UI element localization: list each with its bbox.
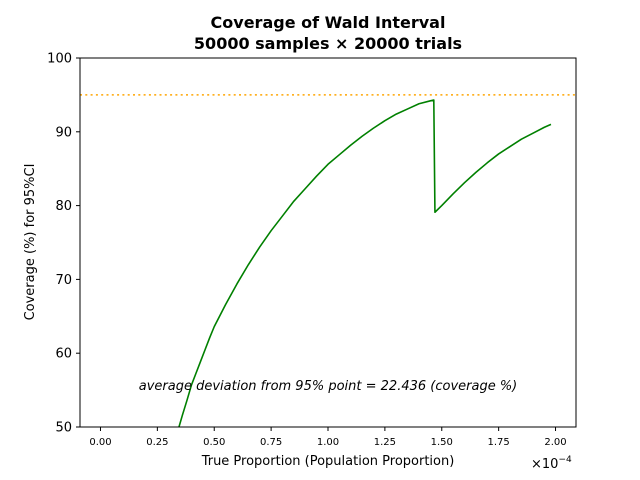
- x-tick-label: 1.00: [317, 437, 339, 448]
- x-tick-label: 0.75: [260, 437, 282, 448]
- x-tick-label: 0.00: [89, 437, 111, 448]
- x-tick-label: 2.00: [544, 437, 566, 448]
- y-tick-label: 90: [55, 125, 72, 140]
- y-tick-label: 100: [47, 52, 72, 67]
- x-offset-label: ×10−4: [531, 455, 572, 472]
- y-tick-label: 80: [55, 199, 72, 214]
- x-offset-base: ×10: [531, 457, 558, 472]
- chart-title-line1: Coverage of Wald Interval: [211, 13, 446, 32]
- y-tick-label: 50: [55, 421, 72, 436]
- x-tick-label: 1.75: [488, 437, 510, 448]
- x-tick-label: 1.50: [431, 437, 453, 448]
- plot-layer: [80, 94, 576, 427]
- x-tick-label: 0.50: [203, 437, 225, 448]
- x-ticks: 0.00 0.25 0.50 0.75 1.00 1.25 1.50 1.75 2.00: [89, 427, 567, 448]
- x-axis-label: True Proportion (Population Proportion): [201, 454, 455, 469]
- y-ticks: 50 60 70 80 90 100: [47, 52, 80, 436]
- x-tick-label: 0.25: [146, 437, 168, 448]
- x-tick-label: 1.25: [374, 437, 396, 448]
- coverage-series-line: [178, 99, 552, 427]
- y-axis-label: Coverage (%) for 95%CI: [23, 164, 38, 321]
- y-tick-label: 60: [55, 347, 72, 362]
- x-offset-exponent: −4: [558, 455, 572, 465]
- chart-annotation: average deviation from 95% point = 22.43…: [139, 379, 518, 394]
- chart-title-line2: 50000 samples × 20000 trials: [194, 34, 462, 53]
- y-tick-label: 70: [55, 273, 72, 288]
